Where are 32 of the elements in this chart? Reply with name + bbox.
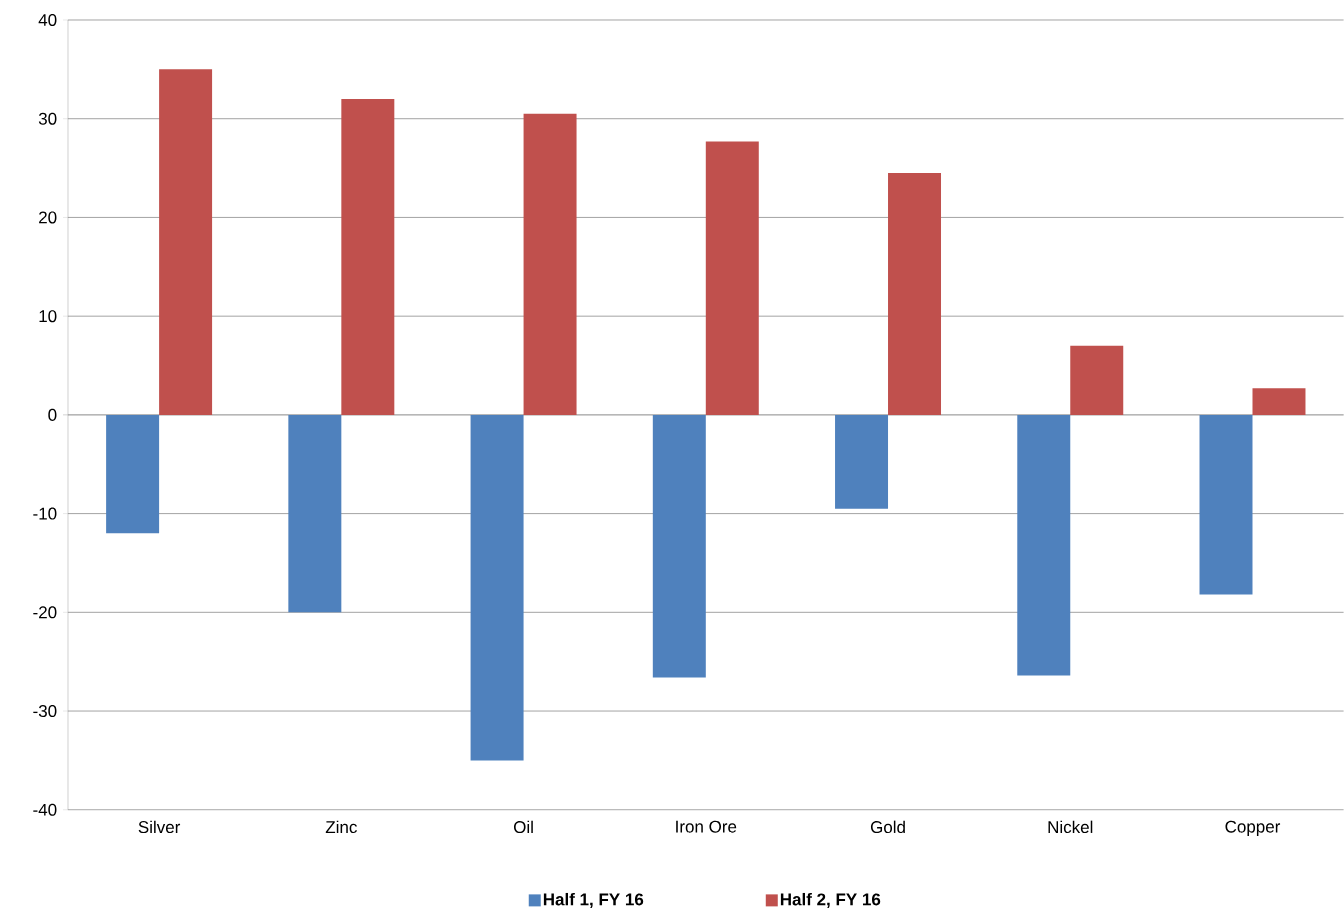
bar <box>705 141 759 416</box>
y-tick-label: -40 <box>33 803 57 816</box>
y-tick-label: -30 <box>33 705 57 718</box>
y-tick-label: 40 <box>38 14 57 27</box>
bar <box>888 173 942 416</box>
bar <box>341 99 395 416</box>
bar <box>159 69 213 416</box>
y-tick-label: 30 <box>38 112 57 125</box>
bar <box>523 113 577 416</box>
bar <box>106 415 160 534</box>
y-tick-label: -10 <box>33 507 57 520</box>
x-tick-label: Silver <box>138 820 181 834</box>
bar <box>1017 415 1071 676</box>
y-tick-label: 10 <box>39 310 57 323</box>
x-tick-label: Iron Ore <box>676 820 737 833</box>
bar <box>835 415 889 509</box>
y-tick-label: 20 <box>39 211 57 224</box>
x-tick-label: Copper <box>1225 820 1281 837</box>
bar <box>1070 345 1124 416</box>
y-tick-label: -20 <box>33 606 57 619</box>
legend-label: Half 2, FY 16 <box>780 893 881 909</box>
x-tick-label: Nickel <box>1048 820 1093 834</box>
bar <box>1252 388 1306 416</box>
legend-label: Half 1, FY 16 <box>543 893 644 909</box>
x-tick-label: Gold <box>870 820 905 834</box>
y-tick-label: 0 <box>48 408 57 422</box>
bar <box>288 415 342 613</box>
bar <box>652 415 706 678</box>
bar <box>1199 415 1253 595</box>
bar <box>470 415 524 761</box>
x-tick-label: Zinc <box>325 820 357 834</box>
x-tick-label: Oil <box>513 820 533 834</box>
